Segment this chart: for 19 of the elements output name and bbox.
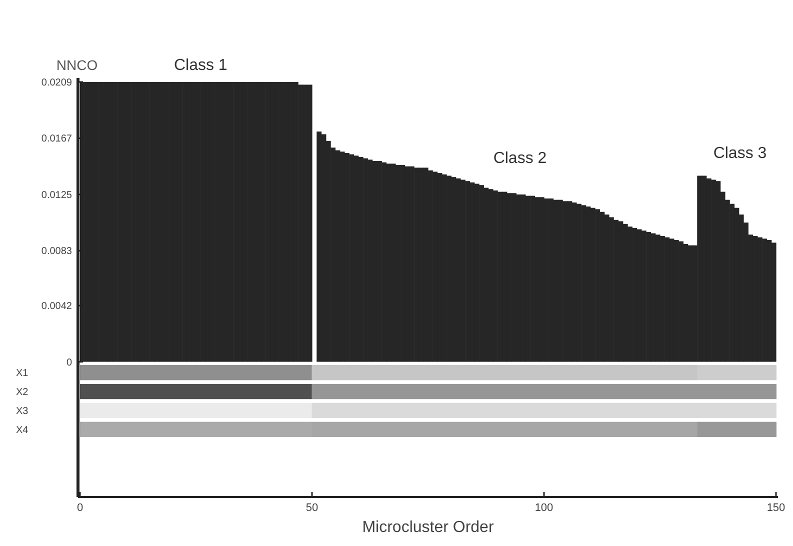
x-tick-label: 100	[534, 502, 554, 514]
y-tick-label: 0.0209	[41, 78, 72, 89]
annotation: Class 3	[713, 145, 767, 162]
text: X4	[16, 424, 29, 436]
x-tick-label: 50	[306, 502, 318, 514]
y-tick-label: 0.0167	[41, 134, 72, 145]
x-tick-label: 0	[76, 502, 84, 514]
text: X2	[16, 387, 29, 398]
text: X3	[16, 406, 29, 417]
y-tick-label: 0.0125	[41, 190, 72, 201]
y-tick-label: 0.0083	[41, 246, 72, 258]
x-tick-label: 150	[766, 502, 786, 514]
y-axis-title: NNCO	[56, 57, 98, 73]
annotation: Class 2	[493, 150, 547, 167]
x-axis-title: Microcluster Order	[362, 519, 494, 536]
annotation: Class 1	[174, 57, 228, 74]
text: X1	[16, 368, 29, 380]
y-tick-label: 0.0042	[41, 301, 72, 312]
y-tick-label: 0	[66, 357, 72, 368]
